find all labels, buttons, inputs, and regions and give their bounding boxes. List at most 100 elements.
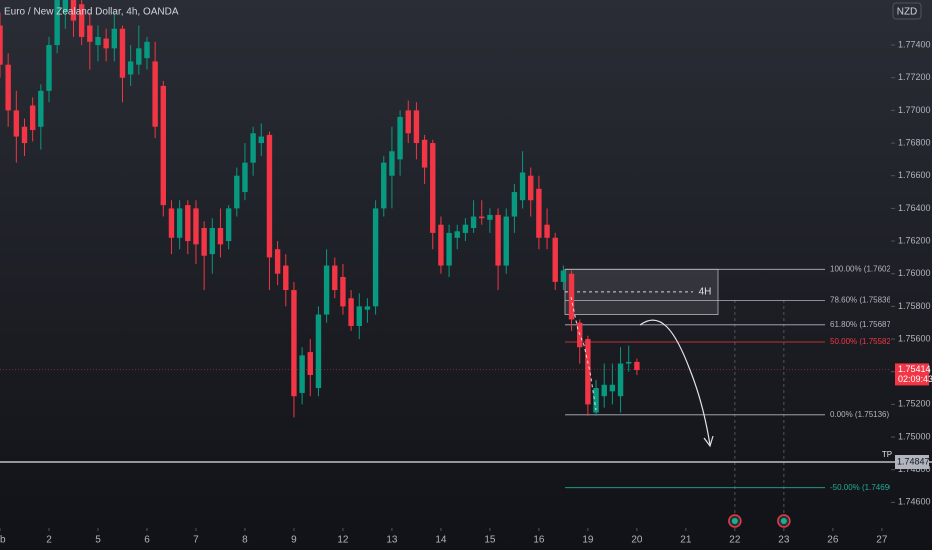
y-tick-label: 1.75600: [898, 333, 931, 343]
candle-body: [511, 192, 518, 217]
candle-body: [315, 314, 322, 389]
fib-label: -50.00% (1.74690): [830, 483, 897, 492]
x-tick-label: 22: [729, 535, 741, 546]
candle-body: [617, 363, 624, 397]
x-tick-label: 16: [533, 535, 545, 546]
y-tick-label: 1.77200: [898, 72, 931, 82]
candle-body: [430, 143, 436, 233]
plot-area: 4H 100.00% (1.76027) 78.60% (1.75836) 61.80…: [0, 0, 898, 515]
candle-body: [119, 28, 126, 78]
candle-body: [609, 384, 616, 392]
y-tick-label: 1.74600: [898, 497, 931, 507]
candle-body: [348, 298, 354, 326]
candle-body: [234, 175, 240, 209]
x-tick-label: 14: [435, 535, 447, 546]
candle-body: [103, 38, 109, 49]
candle-body: [250, 133, 256, 163]
path-sketch: [570, 296, 597, 411]
candle-body: [536, 188, 542, 238]
candle-body: [152, 61, 158, 127]
candle-body: [217, 227, 224, 245]
candle-body: [438, 224, 444, 266]
candle-body: [176, 208, 183, 238]
fib-label: 78.60% (1.75836): [830, 296, 894, 305]
candle-body: [634, 361, 640, 371]
y-tick-label: 1.76000: [898, 268, 931, 278]
candle-body: [405, 110, 411, 134]
candle-body: [299, 355, 305, 393]
event-icon-dot: [731, 518, 738, 524]
arrow-head: [703, 435, 714, 448]
y-tick-label: 1.76200: [898, 235, 931, 245]
event-icon-dot: [780, 518, 787, 524]
x-tick-label: 20: [631, 535, 643, 546]
candle-body: [62, 0, 69, 13]
candle-body: [38, 90, 44, 127]
candle-body: [503, 216, 509, 266]
x-tick-label: 23: [778, 535, 790, 546]
fib-label: 50.00% (1.75582): [830, 337, 894, 346]
candle-body: [225, 208, 232, 242]
candle-body: [454, 231, 460, 238]
candle-body: [185, 205, 191, 242]
fib-label: 61.80% (1.75687): [830, 320, 894, 329]
x-tick-label: 21: [680, 535, 692, 546]
x-tick-label: 2: [46, 535, 52, 546]
candle-body: [446, 232, 452, 266]
candle-body: [593, 388, 599, 413]
x-tick-label: 12: [337, 535, 349, 546]
x-tick-label: 5: [95, 535, 101, 546]
candle-body: [111, 28, 118, 49]
candle-body: [340, 276, 346, 307]
candle-body: [421, 139, 428, 168]
x-tick-label: 19: [582, 535, 594, 546]
candle-body: [5, 64, 11, 111]
overlay: 1.746001.748001.750001.752001.754001.756…: [0, 39, 932, 546]
candle-body: [160, 85, 167, 206]
candle-body: [307, 352, 313, 375]
candle-body: [168, 208, 175, 238]
fib-label: 0.00% (1.75136): [830, 410, 889, 419]
candle-body: [201, 227, 207, 256]
zone-label: 4H: [699, 287, 712, 298]
candle-body: [585, 339, 591, 405]
candle-body: [0, 25, 3, 65]
projection-arrow: [639, 319, 711, 446]
candle-body: [487, 214, 493, 220]
candle-body: [397, 116, 403, 160]
candle-body: [54, 0, 60, 46]
tp-price-box: [895, 455, 929, 470]
currency-box[interactable]: [892, 2, 922, 20]
candle-body: [413, 110, 420, 144]
candle-body: [626, 361, 632, 364]
candle-body: [479, 216, 485, 219]
zone: [564, 268, 719, 315]
candle-body: [283, 265, 289, 291]
currency[interactable]: NZD: [897, 7, 918, 18]
candle-body: [528, 175, 534, 201]
x-tick-label: 15: [484, 535, 496, 546]
y-tick-label: 1.75200: [898, 399, 931, 409]
candle-body: [470, 216, 477, 228]
candle-body: [544, 224, 550, 238]
candle-body: [95, 36, 101, 46]
candle-body: [46, 45, 52, 91]
candle-body: [29, 105, 36, 130]
candle-body: [266, 134, 273, 258]
y-tick-label: 1.75800: [898, 301, 931, 311]
last-price: 1.75414: [898, 364, 931, 374]
candle-body: [462, 224, 469, 233]
candle-body: [291, 290, 297, 397]
fib-label: 100.00% (1.76027): [830, 264, 898, 273]
candle-body: [601, 384, 607, 397]
candle-body: [21, 126, 28, 144]
candle-body: [389, 151, 395, 176]
candle-body: [323, 265, 330, 315]
candle-body: [552, 237, 558, 282]
candle-body: [568, 273, 575, 320]
y-tick-label: 1.75000: [898, 431, 931, 441]
candle-body: [519, 172, 526, 201]
tp-label: TP: [882, 450, 892, 459]
